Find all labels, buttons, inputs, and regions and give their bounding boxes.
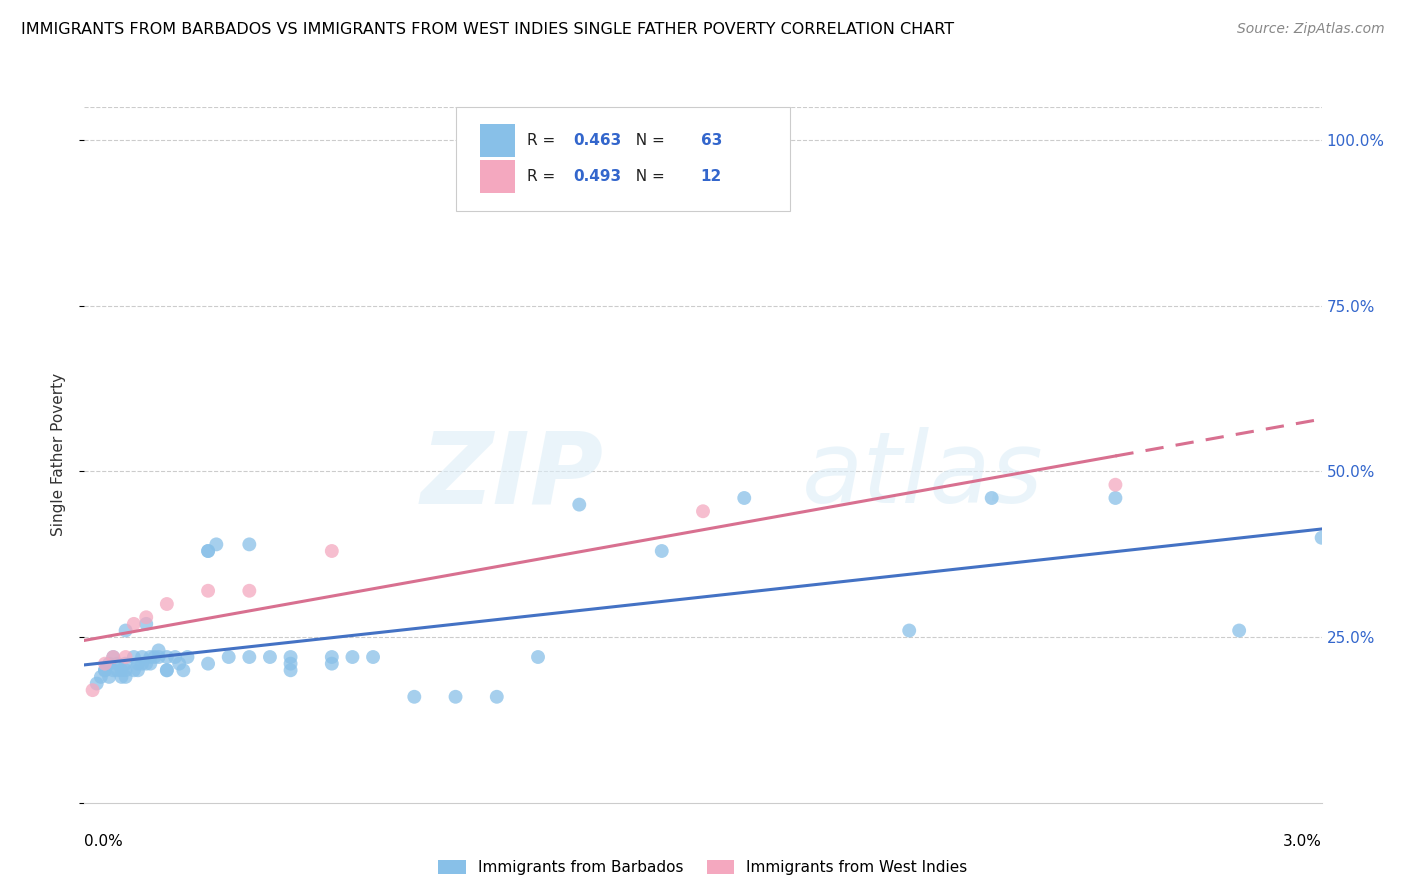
Point [114, 650, 136, 665]
FancyBboxPatch shape [481, 124, 515, 157]
FancyBboxPatch shape [481, 160, 515, 194]
Point [197, 657, 219, 671]
Point [444, 690, 467, 704]
Point [131, 650, 153, 665]
Point [1104, 491, 1126, 505]
Point [176, 650, 198, 665]
Text: R =: R = [527, 169, 561, 184]
Point [238, 583, 260, 598]
Point [568, 498, 591, 512]
Text: atlas: atlas [801, 427, 1043, 524]
Point [197, 544, 219, 558]
Point [238, 537, 260, 551]
Point [131, 657, 153, 671]
Point [167, 657, 190, 671]
Point [135, 616, 157, 631]
Point [197, 583, 219, 598]
Point [485, 690, 508, 704]
Point [733, 491, 755, 505]
Point [90, 670, 112, 684]
FancyBboxPatch shape [456, 107, 790, 211]
Point [103, 663, 125, 677]
Text: IMMIGRANTS FROM BARBADOS VS IMMIGRANTS FROM WEST INDIES SINGLE FATHER POVERTY CO: IMMIGRANTS FROM BARBADOS VS IMMIGRANTS F… [21, 22, 955, 37]
Point [94, 663, 117, 677]
Point [527, 650, 550, 665]
Text: ZIP: ZIP [420, 427, 605, 524]
Point [114, 624, 136, 638]
Text: R =: R = [527, 133, 561, 148]
Point [122, 650, 145, 665]
Y-axis label: Single Father Poverty: Single Father Poverty [51, 374, 66, 536]
Point [692, 504, 714, 518]
Text: 12: 12 [700, 169, 721, 184]
Point [105, 657, 128, 671]
Text: N =: N = [626, 169, 669, 184]
Point [259, 650, 281, 665]
Point [321, 544, 343, 558]
Point [172, 663, 194, 677]
Point [143, 650, 166, 665]
Legend: Immigrants from Barbados, Immigrants from West Indies: Immigrants from Barbados, Immigrants fro… [439, 860, 967, 875]
Point [361, 650, 384, 665]
Text: 0.493: 0.493 [574, 169, 621, 184]
Point [165, 650, 187, 665]
Point [1104, 477, 1126, 491]
Point [127, 657, 149, 671]
Point [342, 650, 364, 665]
Point [114, 670, 136, 684]
Point [238, 650, 260, 665]
Point [86, 676, 108, 690]
Text: 0.0%: 0.0% [84, 834, 124, 849]
Point [148, 643, 170, 657]
Point [205, 537, 228, 551]
Point [1310, 531, 1333, 545]
Point [114, 663, 136, 677]
Text: 0.463: 0.463 [574, 133, 621, 148]
Point [980, 491, 1002, 505]
Point [156, 663, 179, 677]
Point [156, 597, 179, 611]
Text: N =: N = [626, 133, 669, 148]
Point [321, 657, 343, 671]
Text: Source: ZipAtlas.com: Source: ZipAtlas.com [1237, 22, 1385, 37]
Point [103, 650, 125, 665]
Point [110, 670, 132, 684]
Point [148, 650, 170, 665]
Point [280, 663, 302, 677]
Point [156, 663, 179, 677]
Point [898, 624, 921, 638]
Point [139, 657, 162, 671]
Point [321, 650, 343, 665]
Point [94, 657, 117, 671]
Point [94, 663, 117, 677]
Point [98, 670, 121, 684]
Point [98, 657, 121, 671]
Text: 63: 63 [700, 133, 721, 148]
Point [280, 657, 302, 671]
Point [280, 650, 302, 665]
Point [218, 650, 240, 665]
Point [1227, 624, 1250, 638]
Point [139, 650, 162, 665]
Point [197, 544, 219, 558]
Point [82, 683, 104, 698]
Point [156, 650, 179, 665]
Point [105, 663, 128, 677]
Point [114, 657, 136, 671]
Point [122, 663, 145, 677]
Point [404, 690, 426, 704]
Text: 3.0%: 3.0% [1282, 834, 1322, 849]
Point [135, 610, 157, 624]
Point [135, 657, 157, 671]
Point [103, 650, 125, 665]
Point [651, 544, 673, 558]
Point [110, 663, 132, 677]
Point [127, 663, 149, 677]
Point [122, 616, 145, 631]
